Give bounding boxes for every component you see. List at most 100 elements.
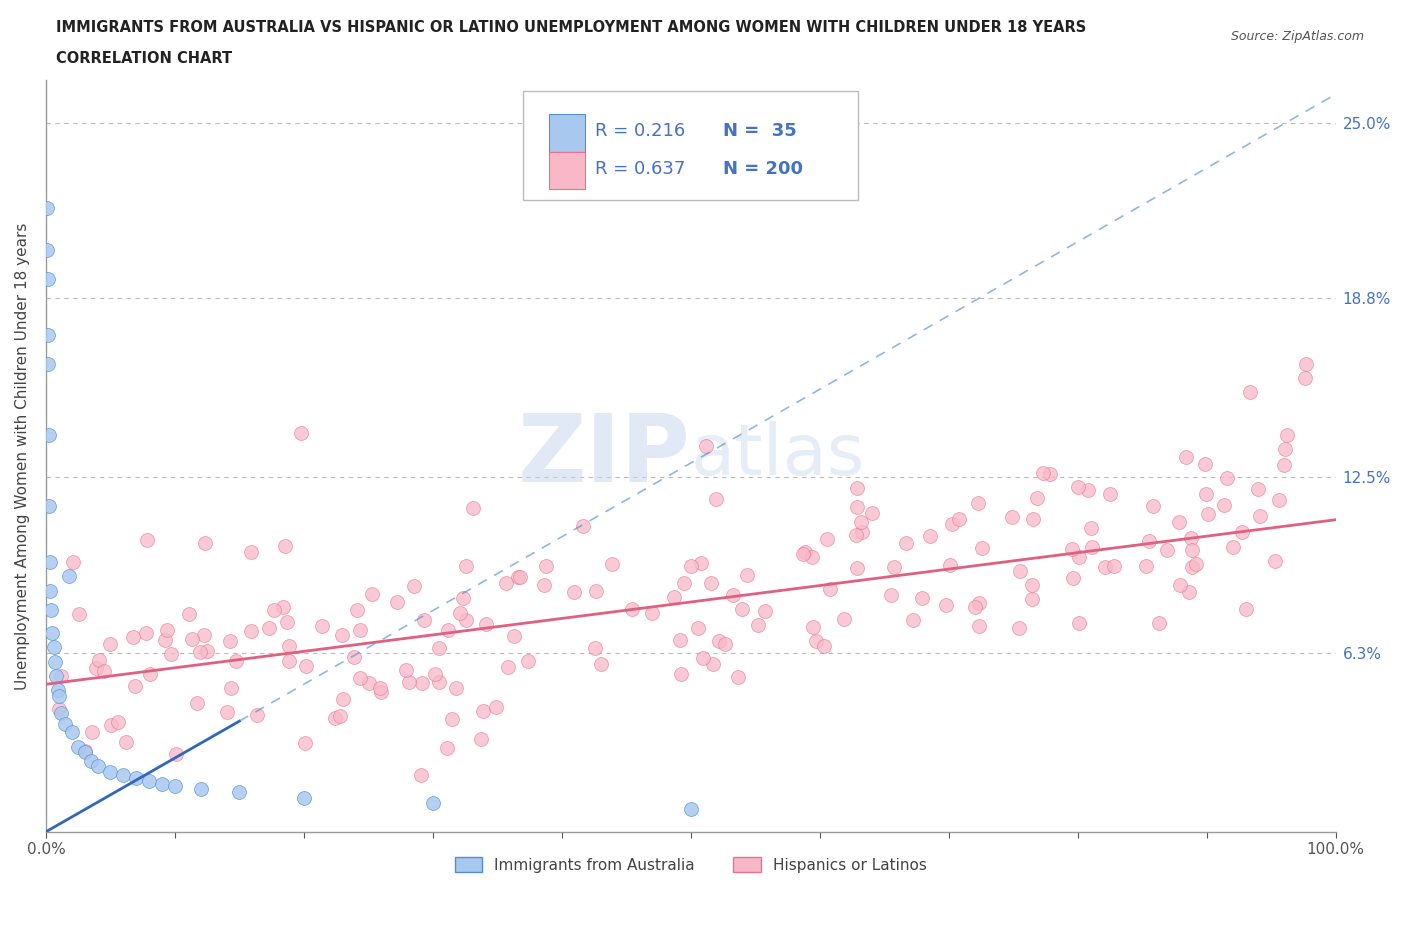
Point (136, 533, 159, 548)
Point (1080, 520, 1102, 535)
Point (82, 725, 104, 740)
Point (100, 717, 122, 732)
Point (1060, 541, 1083, 556)
Point (934, 597, 956, 612)
Point (368, 681, 391, 696)
Point (122, 630, 145, 644)
Point (449, 605, 471, 620)
Point (411, 675, 433, 690)
Point (221, 681, 243, 696)
Point (845, 527, 868, 542)
Point (218, 634, 240, 649)
Point (84, 660, 107, 675)
Point (496, 659, 519, 674)
FancyBboxPatch shape (548, 152, 585, 189)
Point (343, 650, 366, 665)
Point (125, 770, 148, 785)
Point (832, 612, 855, 627)
Point (1212, 498, 1234, 512)
Point (60, 725, 83, 740)
Point (509, 569, 531, 584)
Point (1178, 584, 1201, 599)
Point (159, 647, 181, 662)
Point (37, 272, 59, 286)
Point (48, 688, 70, 703)
Point (600, 556, 623, 571)
Point (815, 531, 838, 546)
Point (290, 426, 312, 441)
Point (67, 739, 90, 754)
Point (124, 678, 146, 693)
Point (1168, 578, 1191, 592)
Point (1239, 385, 1261, 400)
Point (332, 692, 354, 707)
Point (39, 603, 62, 618)
Point (911, 591, 934, 605)
Point (920, 528, 942, 543)
Y-axis label: Unemployment Among Women with Children Under 18 years: Unemployment Among Women with Children U… (15, 222, 30, 690)
Point (972, 540, 994, 555)
Point (695, 438, 717, 453)
Point (1149, 616, 1171, 631)
Point (860, 506, 883, 521)
Point (1067, 479, 1090, 494)
Point (671, 667, 693, 682)
Text: R = 0.637: R = 0.637 (595, 160, 686, 178)
Point (1294, 370, 1316, 385)
Point (1222, 539, 1244, 554)
Text: IMMIGRANTS FROM AUSTRALIA VS HISPANIC OR LATINO UNEMPLOYMENT AMONG WOMEN WITH CH: IMMIGRANTS FROM AUSTRALIA VS HISPANIC OR… (56, 20, 1087, 35)
Point (1180, 530, 1202, 545)
Point (135, 626, 157, 641)
Point (1137, 534, 1160, 549)
Point (257, 621, 280, 636)
Point (166, 746, 188, 761)
Point (263, 603, 285, 618)
Text: N = 200: N = 200 (723, 160, 803, 178)
Point (688, 621, 710, 636)
Point (1185, 557, 1208, 572)
Point (1067, 616, 1090, 631)
Point (278, 638, 301, 653)
Point (156, 623, 179, 638)
Point (754, 604, 776, 618)
Point (1094, 560, 1116, 575)
Point (37, 356, 59, 371)
Point (1268, 493, 1291, 508)
Text: Source: ZipAtlas.com: Source: ZipAtlas.com (1230, 30, 1364, 43)
Point (1001, 510, 1024, 525)
Point (138, 773, 160, 788)
Point (38, 427, 60, 442)
Point (845, 560, 868, 575)
Point (349, 623, 371, 638)
Point (583, 641, 606, 656)
Point (217, 705, 239, 720)
Point (1102, 558, 1125, 573)
Point (181, 631, 204, 646)
Point (1039, 466, 1062, 481)
Point (801, 619, 824, 634)
Point (139, 667, 162, 682)
Point (58, 569, 80, 584)
Point (454, 613, 477, 628)
Point (39, 583, 62, 598)
Point (1098, 486, 1121, 501)
Point (395, 662, 418, 677)
Point (194, 536, 217, 551)
Point (707, 633, 730, 648)
Point (330, 628, 353, 643)
Point (1274, 442, 1296, 457)
Point (794, 544, 817, 559)
Point (846, 481, 869, 496)
Point (1264, 553, 1286, 568)
Point (112, 767, 135, 782)
Point (276, 614, 298, 629)
Point (813, 638, 835, 653)
Point (62, 554, 84, 569)
Point (153, 632, 176, 647)
Point (721, 588, 744, 603)
Point (1197, 507, 1219, 522)
Point (939, 558, 962, 573)
Point (190, 782, 212, 797)
Point (1247, 482, 1270, 497)
Point (747, 618, 769, 633)
